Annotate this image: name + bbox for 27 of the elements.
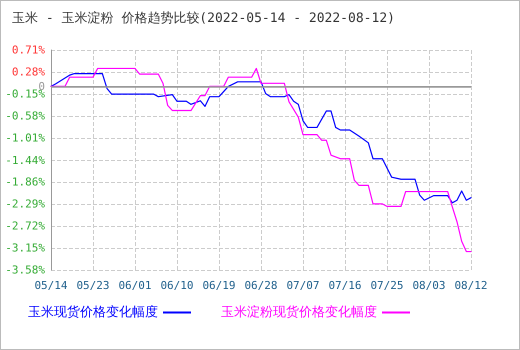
y-tick-label: -2.72%: [5, 219, 46, 232]
x-tick-label: 07/25: [370, 279, 404, 292]
x-tick-label: 05/23: [76, 279, 110, 292]
legend-label: 玉米现货价格变化幅度: [28, 304, 158, 320]
y-tick-label: 0.28%: [12, 66, 46, 79]
y-tick-label: -3.58%: [5, 264, 46, 276]
y-tick-label: -0.58%: [5, 110, 46, 123]
chart-title: 玉米 - 玉米淀粉 价格趋势比较(2022-05-14 - 2022-08-12): [12, 11, 395, 26]
x-tick-label: 08/12: [454, 279, 488, 292]
y-tick-label: 0.71%: [12, 44, 46, 56]
y-tick-label: -3.15%: [5, 241, 46, 254]
x-tick-label: 05/14: [34, 279, 68, 292]
x-tick-label: 07/07: [286, 279, 320, 292]
y-tick-label: -1.44%: [5, 154, 46, 167]
y-tick-label: -1.01%: [5, 132, 46, 145]
x-tick-label: 08/03: [412, 279, 446, 292]
legend-label: 玉米淀粉现货价格变化幅度: [221, 304, 377, 320]
x-tick-label: 07/16: [328, 279, 362, 292]
y-tick-label: -0.15%: [5, 88, 46, 101]
line-series: [50, 68, 472, 252]
x-tick-label: 06/28: [244, 279, 278, 292]
x-tick-label: 06/19: [202, 279, 236, 292]
x-tick-label: 06/10: [160, 279, 194, 292]
y-tick-label: -2.29%: [5, 197, 46, 210]
y-tick-label: -1.86%: [5, 175, 46, 188]
line-series: [50, 72, 472, 204]
x-tick-label: 06/01: [118, 279, 152, 292]
